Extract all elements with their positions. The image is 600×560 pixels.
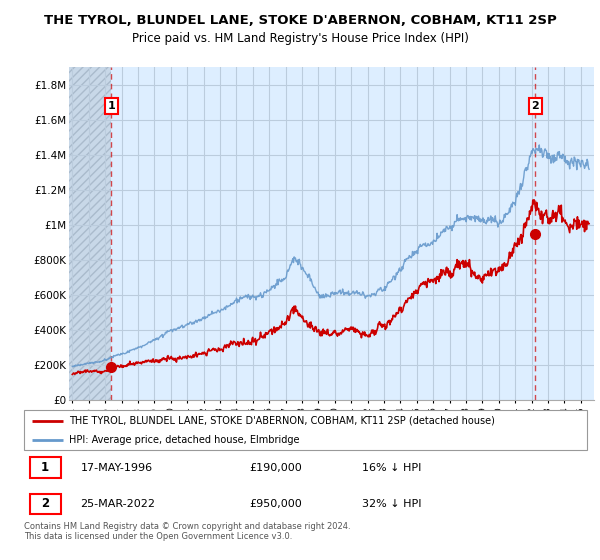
- Text: 32% ↓ HPI: 32% ↓ HPI: [362, 499, 422, 509]
- Text: THE TYROL, BLUNDEL LANE, STOKE D'ABERNON, COBHAM, KT11 2SP: THE TYROL, BLUNDEL LANE, STOKE D'ABERNON…: [44, 14, 556, 27]
- Text: Contains HM Land Registry data © Crown copyright and database right 2024.
This d: Contains HM Land Registry data © Crown c…: [24, 522, 350, 542]
- FancyBboxPatch shape: [24, 410, 587, 450]
- FancyBboxPatch shape: [29, 458, 61, 478]
- Text: Price paid vs. HM Land Registry's House Price Index (HPI): Price paid vs. HM Land Registry's House …: [131, 32, 469, 45]
- Text: £950,000: £950,000: [250, 499, 302, 509]
- FancyBboxPatch shape: [29, 493, 61, 514]
- Text: 1: 1: [41, 461, 49, 474]
- Text: 2: 2: [41, 497, 49, 510]
- Text: 2: 2: [532, 101, 539, 111]
- Text: HPI: Average price, detached house, Elmbridge: HPI: Average price, detached house, Elmb…: [69, 435, 299, 445]
- Bar: [69, 67, 112, 400]
- Text: 1: 1: [107, 101, 115, 111]
- Text: 25-MAR-2022: 25-MAR-2022: [80, 499, 155, 509]
- Text: £190,000: £190,000: [250, 463, 302, 473]
- Text: 17-MAY-1996: 17-MAY-1996: [80, 463, 152, 473]
- Text: 16% ↓ HPI: 16% ↓ HPI: [362, 463, 422, 473]
- Text: THE TYROL, BLUNDEL LANE, STOKE D'ABERNON, COBHAM, KT11 2SP (detached house): THE TYROL, BLUNDEL LANE, STOKE D'ABERNON…: [69, 416, 495, 426]
